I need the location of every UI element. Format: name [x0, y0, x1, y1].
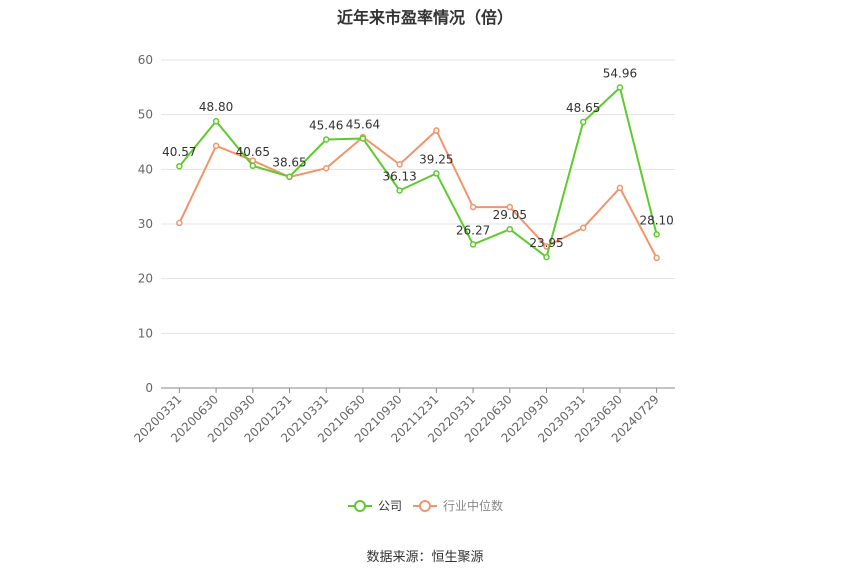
chart-title: 近年来市盈率情况（倍） [336, 8, 513, 27]
legend-swatch-marker [419, 500, 431, 512]
legend-item-0[interactable]: 公司 [348, 499, 402, 513]
y-tick-label: 50 [138, 108, 153, 122]
data-point-0[interactable] [176, 162, 183, 170]
data-point-1[interactable] [322, 164, 330, 172]
data-point-1[interactable] [212, 142, 220, 150]
data-label: 38.65 [272, 156, 306, 170]
data-label: 45.46 [309, 118, 343, 132]
data-point-1[interactable] [396, 161, 403, 168]
y-tick-label: 30 [138, 217, 153, 231]
data-label: 39.25 [419, 152, 453, 166]
data-point-0[interactable] [322, 136, 330, 143]
data-label: 54.96 [603, 67, 637, 81]
data-label: 29.05 [493, 208, 527, 222]
data-point-0[interactable] [469, 241, 477, 248]
data-label: 40.57 [162, 145, 196, 159]
data-point-0[interactable] [653, 231, 660, 238]
data-point-0[interactable] [359, 135, 367, 142]
data-point-0[interactable] [249, 162, 257, 170]
series-lines [176, 84, 660, 262]
y-tick-label: 60 [138, 53, 153, 67]
data-label: 23.95 [529, 236, 563, 250]
y-tick-label: 0 [145, 381, 153, 395]
data-label: 48.80 [199, 100, 233, 114]
data-point-0[interactable] [543, 253, 550, 261]
legend-swatch-marker [354, 500, 366, 512]
legend[interactable]: 公司 行业中位数 [348, 498, 503, 513]
data-label: 26.27 [456, 223, 490, 237]
y-tick-label: 40 [138, 162, 153, 176]
y-tick-label: 20 [138, 272, 153, 286]
legend-item-1[interactable]: 行业中位数 [413, 498, 503, 513]
data-point-0[interactable] [212, 117, 220, 125]
grid-lines [161, 59, 675, 334]
y-tick-label: 10 [138, 326, 153, 340]
data-point-0[interactable] [506, 225, 514, 233]
data-point-0[interactable] [286, 173, 293, 180]
data-point-1[interactable] [469, 203, 477, 211]
source-note: 数据来源：恒生聚源 [366, 550, 484, 565]
data-point-1[interactable] [653, 254, 660, 262]
data-point-1[interactable] [616, 184, 624, 192]
data-point-0[interactable] [396, 187, 403, 194]
data-label: 45.64 [346, 118, 380, 132]
data-point-0[interactable] [579, 118, 587, 126]
data-label: 36.13 [382, 169, 416, 183]
data-point-1[interactable] [176, 219, 183, 227]
data-point-0[interactable] [433, 170, 440, 177]
data-label: 28.10 [639, 213, 673, 227]
data-point-0[interactable] [616, 84, 624, 91]
data-point-1[interactable] [506, 203, 514, 211]
series-line-0 [178, 86, 658, 259]
legend-label: 行业中位数 [443, 498, 503, 513]
legend-label: 公司 [378, 499, 402, 513]
data-point-1[interactable] [579, 224, 587, 232]
data-label: 40.65 [236, 145, 270, 159]
data-label: 48.65 [566, 101, 600, 115]
series-line-1 [178, 129, 658, 259]
data-point-1[interactable] [433, 127, 440, 134]
